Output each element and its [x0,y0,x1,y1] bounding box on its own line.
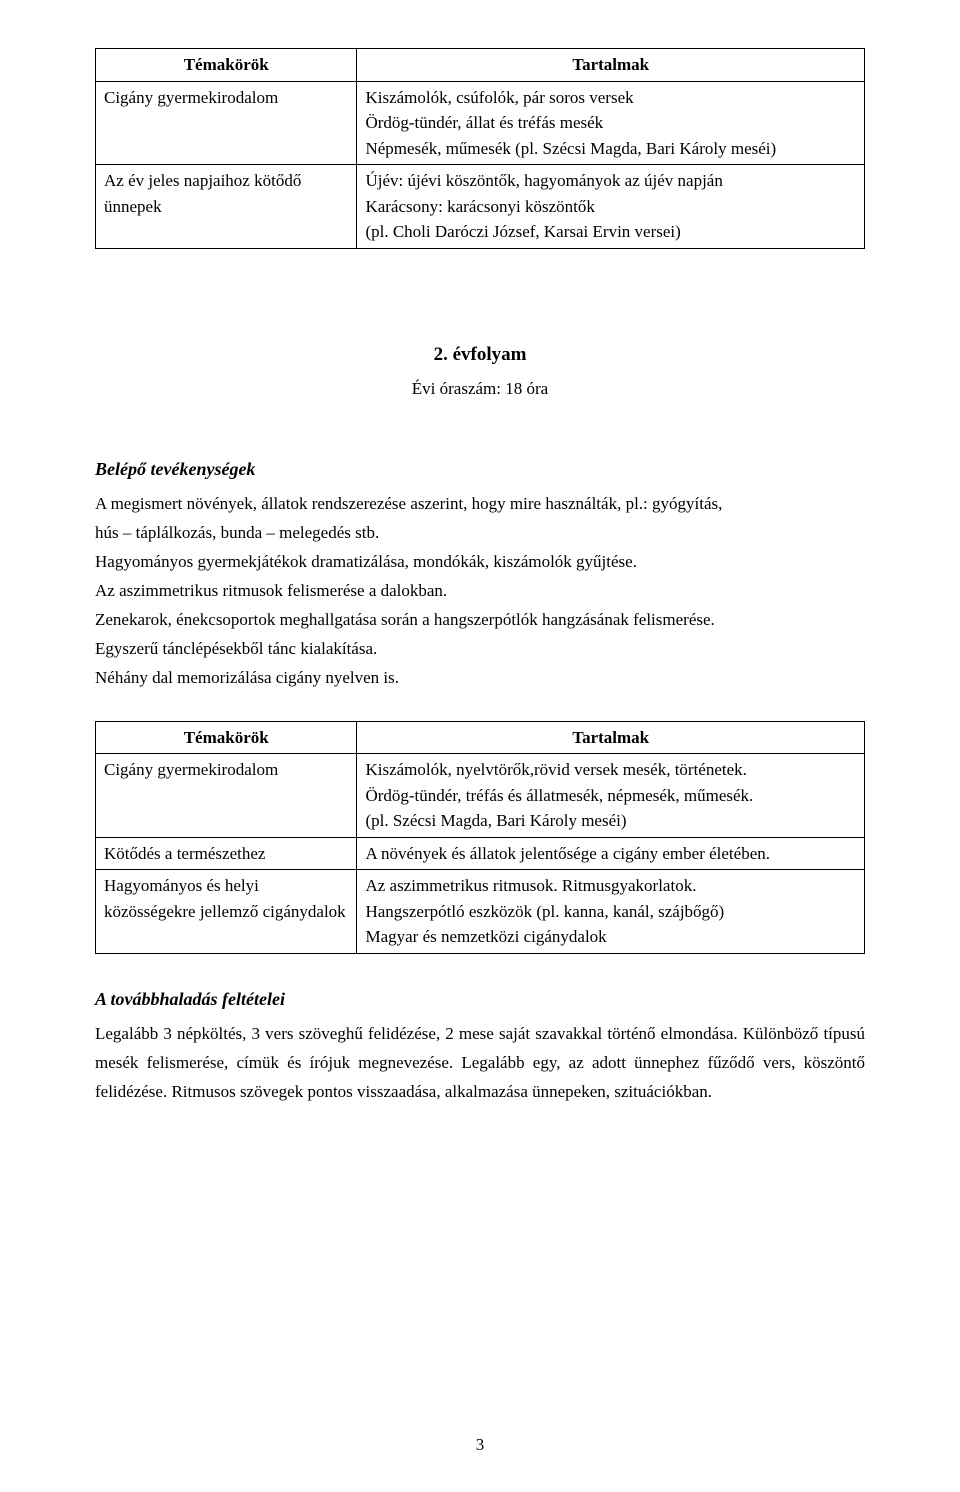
section1-line-1: hús – táplálkozás, bunda – melegedés stb… [95,519,865,548]
table-row: Kötődés a természethez A növények és áll… [96,837,865,870]
table1-header-contents: Tartalmak [357,49,865,82]
table1-cell-right-1: Újév: újévi köszöntők, hagyományok az új… [357,165,865,249]
table2-cell-left-2: Hagyományos és helyi közösségekre jellem… [96,870,357,954]
table2-cell-right-1: A növények és állatok jelentősége a cigá… [357,837,865,870]
table-row: Cigány gyermekirodalom Kiszámolók, csúfo… [96,81,865,165]
section1-line-5: Egyszerű tánclépésekből tánc kialakítása… [95,635,865,664]
table1-cell-left-1: Az év jeles napjaihoz kötődő ünnepek [96,165,357,249]
topics-table-1: Témakörök Tartalmak Cigány gyermekirodal… [95,48,865,249]
hours-line: Évi óraszám: 18 óra [95,375,865,404]
table1-header-topics: Témakörök [96,49,357,82]
progress-conditions-body: Legalább 3 népköltés, 3 vers szöveghű fe… [95,1020,865,1107]
topics-table-2: Témakörök Tartalmak Cigány gyermekirodal… [95,721,865,954]
table2-cell-right-2: Az aszimmetrikus ritmusok. Ritmusgyakorl… [357,870,865,954]
table1-cell-right-0: Kiszámolók, csúfolók, pár soros versekÖr… [357,81,865,165]
table-row: Hagyományos és helyi közösségekre jellem… [96,870,865,954]
entry-activities-heading: Belépő tevékenységek [95,454,865,485]
section1-line-4: Zenekarok, énekcsoportok meghallgatása s… [95,606,865,635]
section1-line-6: Néhány dal memorizálása cigány nyelven i… [95,664,865,693]
page-number: 3 [0,1431,960,1460]
grade-heading: 2. évfolyam [95,339,865,371]
section1-line-3: Az aszimmetrikus ritmusok felismerése a … [95,577,865,606]
section1-line-0: A megismert növények, állatok rendszerez… [95,490,865,519]
table-row: Cigány gyermekirodalom Kiszámolók, nyelv… [96,754,865,838]
entry-activities-body: A megismert növények, állatok rendszerez… [95,490,865,692]
section1-line-2: Hagyományos gyermekjátékok dramatizálása… [95,548,865,577]
table2-cell-left-1: Kötődés a természethez [96,837,357,870]
table2-cell-left-0: Cigány gyermekirodalom [96,754,357,838]
table1-cell-left-0: Cigány gyermekirodalom [96,81,357,165]
table-row: Az év jeles napjaihoz kötődő ünnepek Újé… [96,165,865,249]
table2-header-topics: Témakörök [96,721,357,754]
progress-conditions-heading: A továbbhaladás feltételei [95,984,865,1015]
table2-header-contents: Tartalmak [357,721,865,754]
table2-cell-right-0: Kiszámolók, nyelvtörők,rövid versek mesé… [357,754,865,838]
